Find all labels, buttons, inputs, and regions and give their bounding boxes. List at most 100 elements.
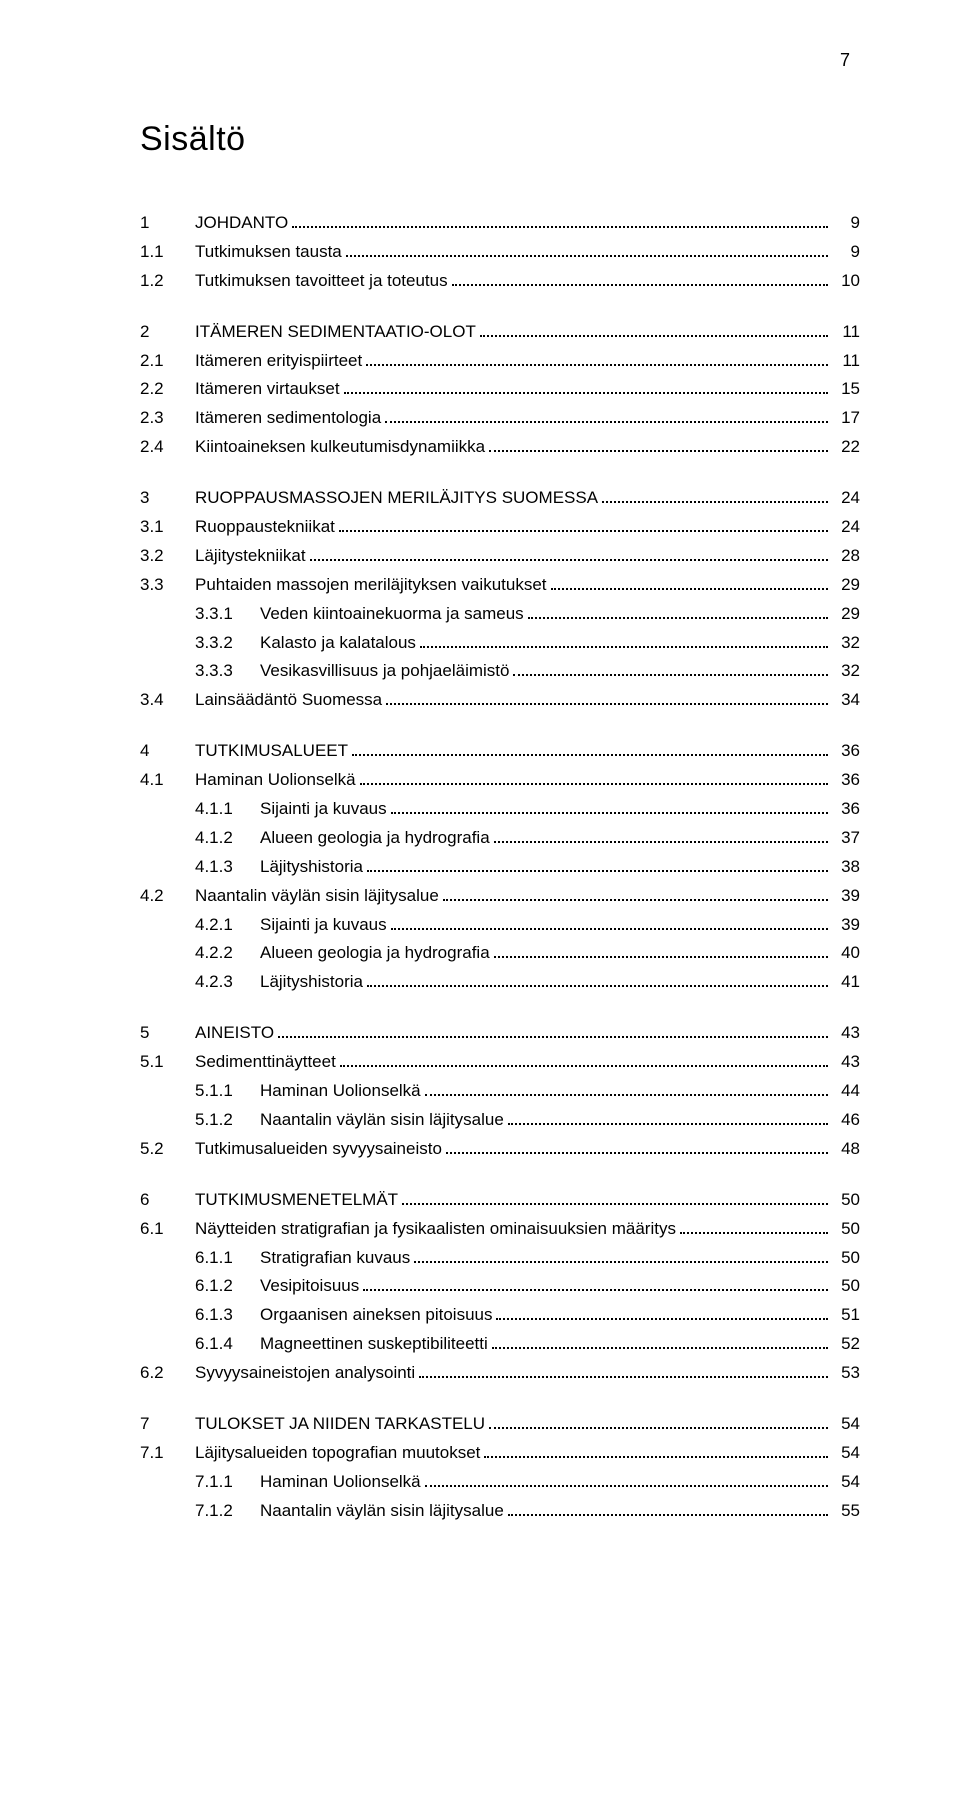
toc-entry-number: 6.1.4 [195,1330,260,1359]
toc-entry-number: 4.2.3 [195,968,260,997]
toc-entry-label: Näytteiden stratigrafian ja fysikaaliste… [195,1215,676,1244]
toc-entry-page: 50 [832,1272,860,1301]
toc-entry-label: Läjityshistoria [260,853,363,882]
toc-leader-dots [310,559,828,561]
toc-entry-label: JOHDANTO [195,209,288,238]
toc-leader-dots [414,1261,828,1263]
toc-leader-dots [551,588,828,590]
toc-entry-page: 50 [832,1215,860,1244]
toc-entry-label: Haminan Uolionselkä [260,1077,421,1106]
toc-entry-page: 24 [832,484,860,513]
toc-entry-number: 3.3 [140,571,195,600]
toc-entry-page: 28 [832,542,860,571]
toc-entry-number: 3 [140,484,195,513]
toc-entry-page: 34 [832,686,860,715]
toc-entry: 4.1Haminan Uolionselkä36 [140,766,860,795]
toc-entry-label: Itämeren virtaukset [195,375,340,404]
toc-entry: 7.1.1Haminan Uolionselkä54 [140,1468,860,1497]
toc-entry-page: 43 [832,1048,860,1077]
toc-entry-page: 24 [832,513,860,542]
toc-entry-page: 37 [832,824,860,853]
toc-leader-dots [346,255,828,257]
toc-leader-dots [508,1123,828,1125]
toc-entry-number: 3.1 [140,513,195,542]
toc-entry-label: Puhtaiden massojen meriläjityksen vaikut… [195,571,547,600]
toc-entry-label: Naantalin väylän sisin läjitysalue [260,1497,504,1526]
toc-leader-dots [386,703,828,705]
toc-entry-page: 50 [832,1186,860,1215]
toc-block: 3RUOPPAUSMASSOJEN MERILÄJITYS SUOMESSA24… [140,484,860,715]
toc-entry-page: 54 [832,1410,860,1439]
toc-leader-dots [367,870,828,872]
toc-entry-label: Läjitystekniikat [195,542,306,571]
toc-entry-label: Stratigrafian kuvaus [260,1244,410,1273]
toc-block: 4TUTKIMUSALUEET364.1Haminan Uolionselkä3… [140,737,860,997]
toc-entry: 7.1.2Naantalin väylän sisin läjitysalue5… [140,1497,860,1526]
toc-entry: 3.1Ruoppaustekniikat24 [140,513,860,542]
toc-leader-dots [489,1427,828,1429]
toc-leader-dots [402,1203,828,1205]
toc-entry-number: 4.1.3 [195,853,260,882]
toc-entry: 4.1.1Sijainti ja kuvaus36 [140,795,860,824]
toc-entry-label: TULOKSET JA NIIDEN TARKASTELU [195,1410,485,1439]
toc-entry-number: 6.2 [140,1359,195,1388]
toc-entry-label: Tutkimusalueiden syvyysaineisto [195,1135,442,1164]
toc-entry-label: Naantalin väylän sisin läjitysalue [195,882,439,911]
toc-entry-number: 1 [140,209,195,238]
toc-entry-number: 5.1 [140,1048,195,1077]
toc-entry-label: Lainsäädäntö Suomessa [195,686,382,715]
toc-leader-dots [360,783,828,785]
toc-leader-dots [425,1485,828,1487]
toc-entry-label: Kalasto ja kalatalous [260,629,416,658]
toc-entry-number: 4.1.2 [195,824,260,853]
toc-entry: 2ITÄMEREN SEDIMENTAATIO-OLOT11 [140,318,860,347]
toc-entry-page: 11 [832,347,860,376]
toc-entry-number: 2.2 [140,375,195,404]
toc-entry: 6.1.2Vesipitoisuus50 [140,1272,860,1301]
toc-entry-page: 55 [832,1497,860,1526]
toc-entry: 3.2Läjitystekniikat28 [140,542,860,571]
toc-entry-page: 54 [832,1439,860,1468]
toc-entry-number: 1.1 [140,238,195,267]
toc-leader-dots [508,1514,828,1516]
toc-entry-page: 15 [832,375,860,404]
toc-entry-page: 51 [832,1301,860,1330]
toc-entry: 4.2.3Läjityshistoria41 [140,968,860,997]
toc-entry: 6.1Näytteiden stratigrafian ja fysikaali… [140,1215,860,1244]
toc-leader-dots [602,501,828,503]
toc-entry: 7.1Läjitysalueiden topografian muutokset… [140,1439,860,1468]
toc-entry-label: Läjitysalueiden topografian muutokset [195,1439,480,1468]
toc-leader-dots [528,617,828,619]
toc-entry-page: 43 [832,1019,860,1048]
toc-entry-number: 6.1 [140,1215,195,1244]
toc-entry-number: 4.2.1 [195,911,260,940]
toc-entry-label: Itämeren erityispiirteet [195,347,362,376]
toc-leader-dots [420,646,828,648]
toc-entry-number: 4.1 [140,766,195,795]
toc-entry-label: Syvyysaineistojen analysointi [195,1359,415,1388]
toc-entry-label: Sijainti ja kuvaus [260,911,387,940]
toc-entry-label: Sedimenttinäytteet [195,1048,336,1077]
toc-leader-dots [391,928,828,930]
toc-entry-number: 5.1.2 [195,1106,260,1135]
toc-entry-number: 4.2.2 [195,939,260,968]
toc-entry-number: 1.2 [140,267,195,296]
toc-entry: 6.1.4Magneettinen suskeptibiliteetti52 [140,1330,860,1359]
toc-entry: 4TUTKIMUSALUEET36 [140,737,860,766]
toc-entry-label: TUTKIMUSALUEET [195,737,348,766]
toc-entry-page: 29 [832,600,860,629]
toc-leader-dots [419,1376,828,1378]
toc-entry-page: 10 [832,267,860,296]
page-number: 7 [840,50,850,71]
toc-entry: 7TULOKSET JA NIIDEN TARKASTELU54 [140,1410,860,1439]
toc-entry: 4.2.2Alueen geologia ja hydrografia40 [140,939,860,968]
toc-entry: 3.4Lainsäädäntö Suomessa34 [140,686,860,715]
toc-entry: 6TUTKIMUSMENETELMÄT50 [140,1186,860,1215]
toc-leader-dots [443,899,828,901]
toc-leader-dots [391,812,828,814]
toc-entry: 6.1.1Stratigrafian kuvaus50 [140,1244,860,1273]
toc-leader-dots [680,1232,828,1234]
toc-entry-number: 4.2 [140,882,195,911]
toc-entry: 5AINEISTO43 [140,1019,860,1048]
toc-entry-label: Naantalin väylän sisin läjitysalue [260,1106,504,1135]
